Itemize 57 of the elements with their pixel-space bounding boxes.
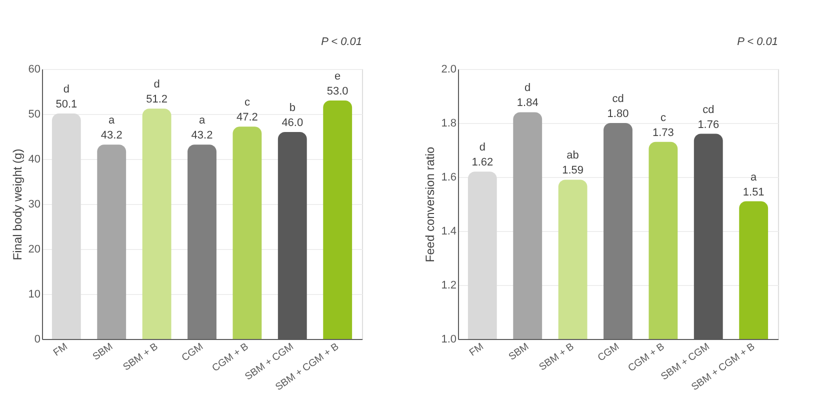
y-tick-label: 30	[28, 198, 40, 210]
bar	[142, 108, 172, 339]
x-tick-label: SBM	[506, 341, 532, 363]
y-tick-label: 60	[28, 64, 40, 76]
annotation: e	[334, 70, 341, 82]
bar	[188, 144, 216, 339]
data-label: 43.2	[100, 130, 122, 142]
y-tick-label: 50	[28, 108, 40, 120]
y-tick-label: 2.0	[441, 64, 456, 76]
annotation: a	[108, 114, 116, 127]
data-label: 46.0	[282, 117, 304, 129]
x-tick-label: SBM + B	[537, 341, 577, 374]
annotation: ab	[566, 150, 579, 162]
x-tick-label: FM	[52, 341, 70, 359]
data-label: 1.76	[698, 118, 720, 131]
y-tick-label: 1.2	[441, 280, 456, 292]
text: P < 0.01	[737, 36, 778, 48]
y-tick-label: 0	[34, 334, 40, 346]
bar	[52, 114, 81, 339]
bar	[232, 126, 262, 339]
data-label: 51.2	[146, 94, 168, 106]
annotation: a	[750, 171, 758, 184]
data-label: 1.59	[562, 164, 584, 177]
y-axis-title: Final body weight (g)	[10, 148, 24, 260]
text: P < 0.01	[321, 36, 362, 48]
y-tick-label: 1.0	[441, 334, 456, 346]
x-tick-label: SBM	[90, 341, 116, 363]
annotation: d	[154, 78, 160, 91]
y-tick-label: 1.6	[441, 172, 456, 184]
y-tick-label: 10	[28, 288, 40, 300]
annotation: b	[289, 102, 296, 114]
y-tick-label: 1.4	[441, 226, 456, 238]
x-tick-label: SBM + B	[121, 341, 161, 374]
annotation: c	[660, 112, 666, 124]
annotation: c	[244, 96, 250, 109]
bar	[97, 144, 126, 339]
annotation: cd	[612, 93, 624, 105]
data-label: 53.0	[326, 86, 348, 98]
bar	[323, 100, 352, 339]
y-tick-label: 40	[28, 154, 40, 166]
data-label: 1.62	[472, 156, 494, 169]
data-label: 43.2	[191, 130, 213, 142]
annotation: d	[63, 84, 70, 96]
data-label: 1.80	[607, 108, 629, 120]
y-tick-label: 20	[28, 244, 40, 256]
x-tick-label: FM	[468, 341, 486, 359]
data-label: 47.2	[236, 112, 258, 124]
y-tick-label: 1.8	[441, 118, 456, 130]
annotation: d	[524, 82, 531, 94]
annotation: a	[198, 114, 206, 127]
annotation: d	[479, 142, 486, 154]
data-label: 1.73	[652, 126, 674, 139]
annotation: cd	[702, 104, 714, 116]
data-label: 1.51	[742, 186, 764, 198]
data-label: 1.84	[516, 97, 538, 110]
data-label: 50.1	[56, 98, 78, 111]
y-axis-title: Feed conversion ratio	[423, 146, 438, 262]
